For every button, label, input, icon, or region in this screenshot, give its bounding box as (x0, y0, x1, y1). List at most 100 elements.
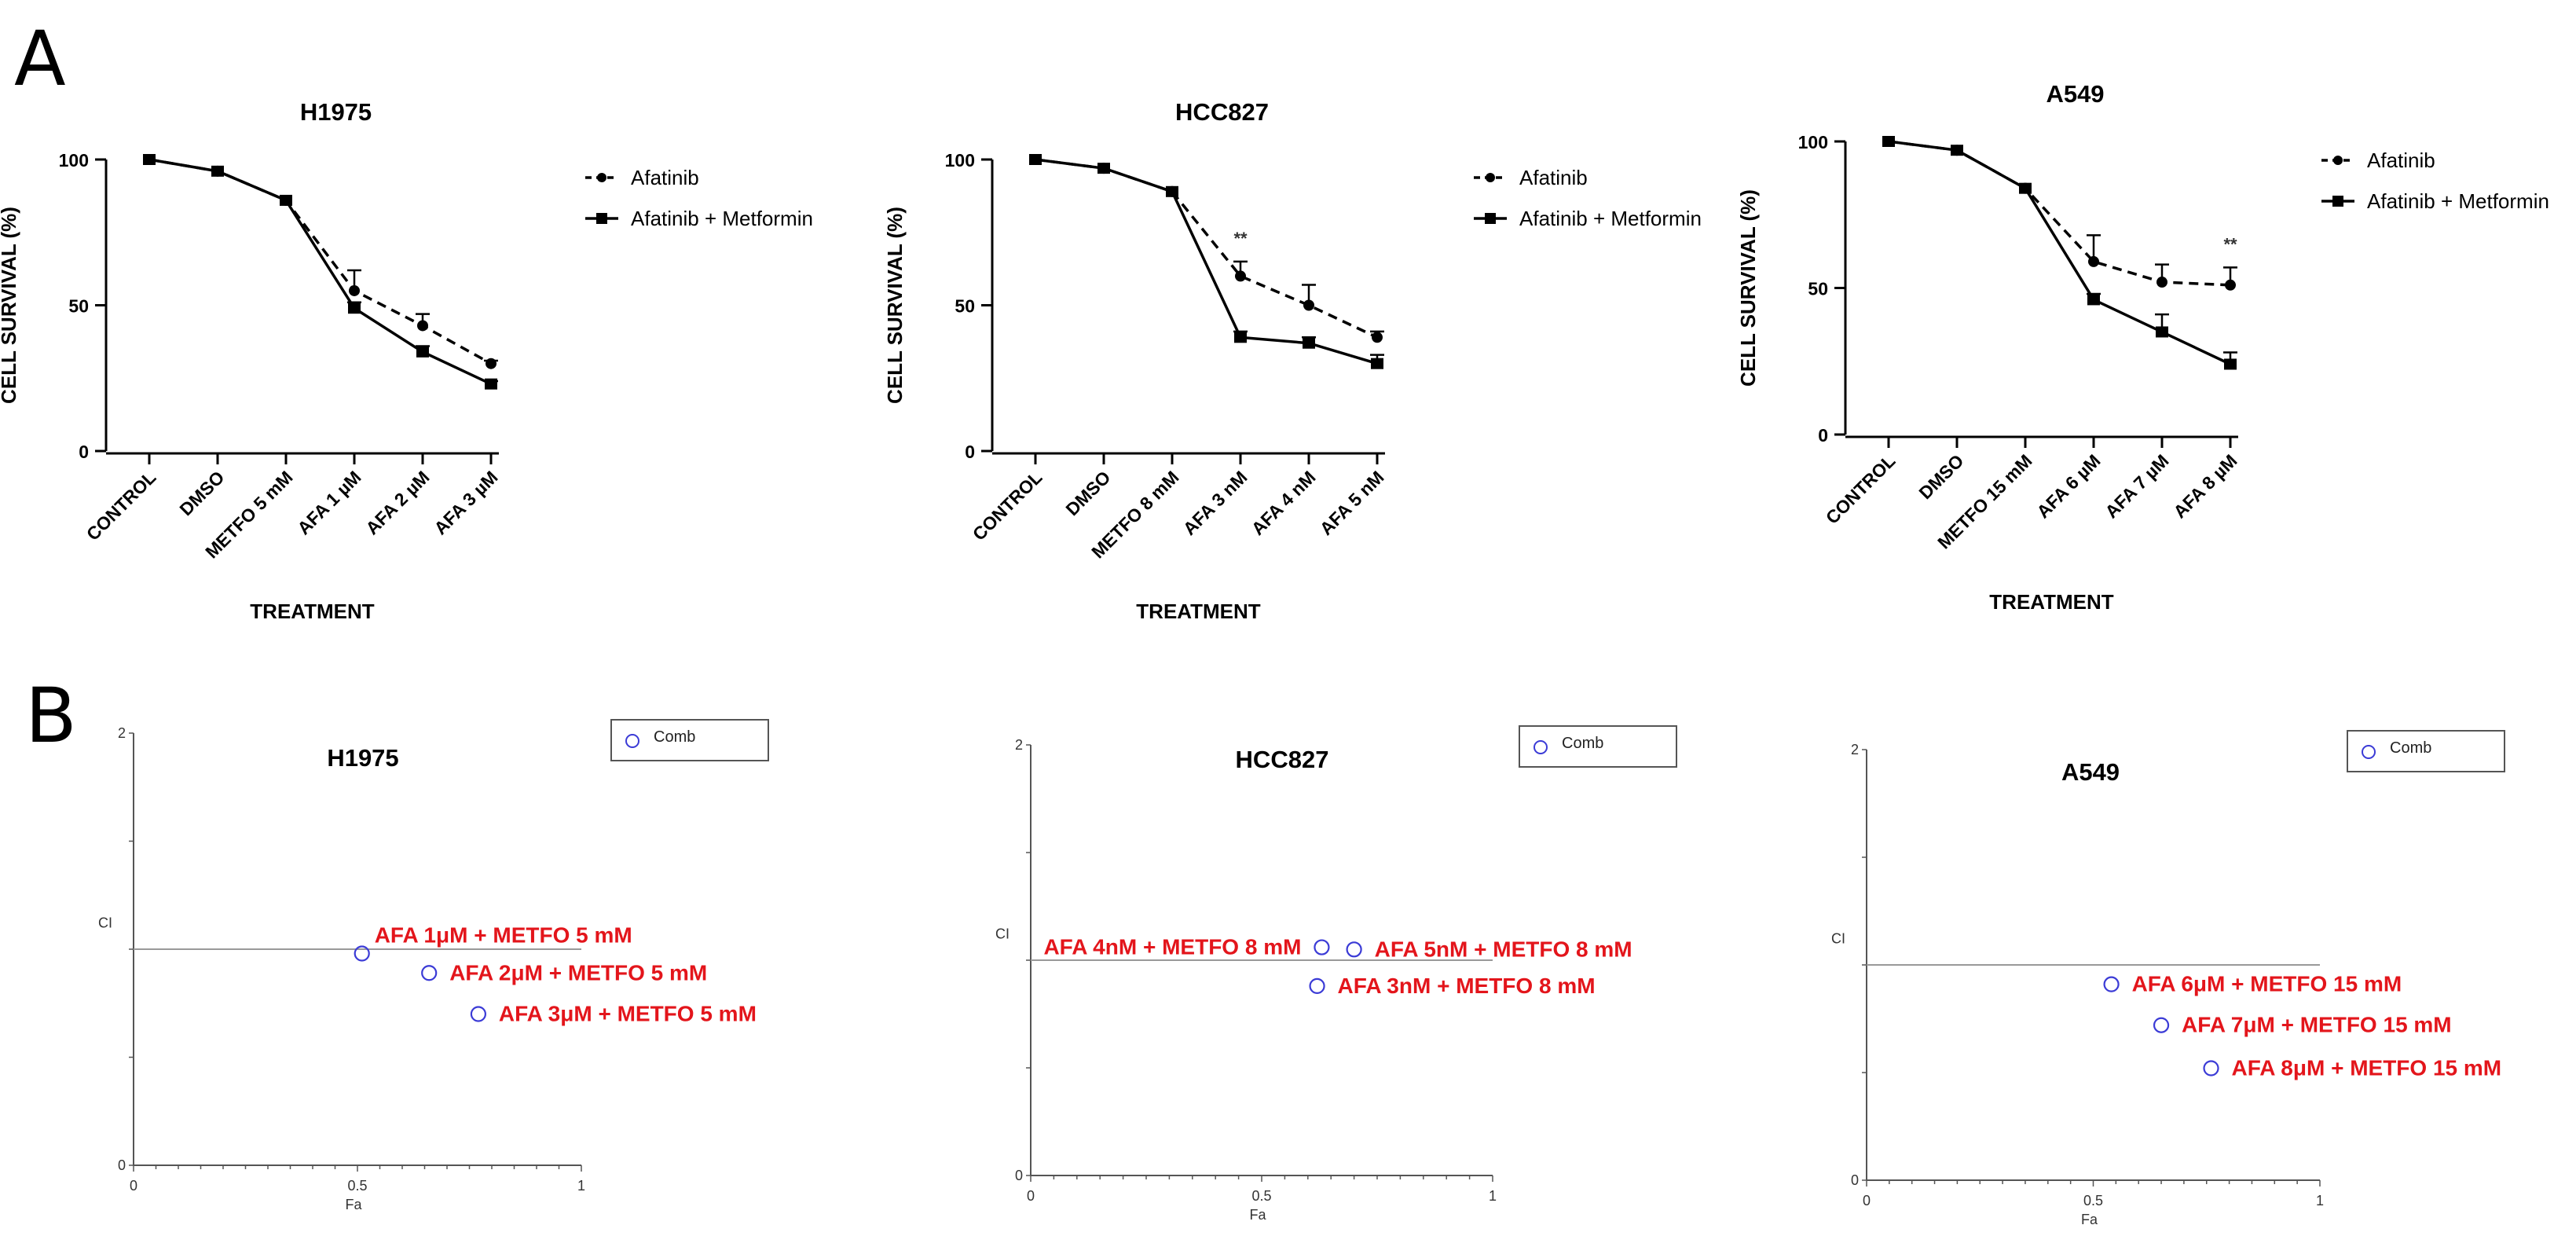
y-tick-label: 100 (945, 150, 975, 171)
x-tick-label: DMSO (1061, 467, 1114, 519)
y-tick-label: 0 (965, 442, 975, 462)
data-point-square (416, 346, 429, 358)
x-tick-label: CONTROL (969, 467, 1046, 545)
data-point-square (1234, 332, 1247, 343)
legend-marker-square (596, 213, 607, 224)
x-tick-label: AFA 2 µM (361, 467, 433, 538)
legend-box (2347, 730, 2505, 772)
x-tick-label: 1 (2316, 1193, 2324, 1208)
ci-data-point (354, 945, 370, 962)
chart-title: H1975 (327, 744, 398, 772)
y-tick-label: 0 (1818, 425, 1828, 446)
ci-data-point (1314, 939, 1330, 955)
data-point-square (143, 154, 156, 165)
legend-marker-circle (2333, 156, 2343, 165)
y-axis-label: CI (98, 915, 112, 931)
legend-marker-square (2332, 196, 2343, 207)
legend-entry: Afatinib + Metformin (1519, 207, 1702, 230)
x-tick-label: 1 (577, 1178, 585, 1194)
y-tick-label: 50 (68, 296, 89, 317)
legend-marker-circle (1486, 173, 1495, 182)
data-point-circle (2156, 277, 2167, 288)
ci-point-label: AFA 3μM + METFO 5 mM (499, 1002, 757, 1026)
x-tick-label: AFA 7 µM (2101, 450, 2172, 522)
x-axis-label: Fa (1249, 1207, 1266, 1223)
cell-survival-chart-2: HCC827 0 50 100 CELL SURVIVAL (%) CONTROL DMSO… (883, 98, 1702, 623)
legend-marker-circle (1534, 740, 1548, 754)
legend-entry: Afatinib (631, 166, 699, 189)
x-axis-label: Fa (345, 1197, 362, 1212)
combination-index-chart-3: A549 0 2 0 0.5 1 CI Fa AFA 6μM + METFO 15 mM AFA … (1831, 730, 2505, 1227)
panel-label-a: A (14, 15, 66, 103)
x-tick-label: 1 (1489, 1188, 1497, 1204)
ci-point-label: AFA 6μM + METFO 15 mM (2132, 972, 2402, 996)
x-tick-label: AFA 5 nM (1316, 467, 1388, 539)
legend-box (610, 719, 769, 761)
x-axis-label: Fa (2081, 1212, 2098, 1227)
x-tick-label: CONTROL (82, 467, 160, 545)
data-point-square (1951, 145, 1963, 156)
data-point-circle (1372, 332, 1383, 343)
legend-entry: Afatinib + Metformin (631, 207, 813, 230)
combination-index-chart-2: HCC827 0 2 0 0.5 1 CI Fa AFA 4nM + METFO 8 mM AFA… (995, 725, 1677, 1223)
y-axis-label: CELL SURVIVAL (%) (883, 207, 907, 404)
chart-title: HCC827 (1236, 746, 1329, 773)
data-point-circle (1303, 299, 1314, 311)
x-axis-label: TREATMENT (250, 600, 375, 623)
data-point-square (485, 378, 497, 390)
y-tick-label: 2 (1015, 737, 1023, 753)
legend-entry: Comb (2390, 739, 2431, 757)
x-tick-label: 0 (1027, 1188, 1035, 1204)
ci-point-label: AFA 7μM + METFO 15 mM (2182, 1013, 2452, 1037)
x-tick-label: 0.5 (1251, 1188, 1271, 1204)
series-line-1 (1888, 140, 2231, 287)
legend-marker-circle (625, 734, 639, 748)
chart-title: A549 (2046, 80, 2104, 108)
data-point-circle (417, 320, 428, 332)
y-tick-label: 0 (118, 1157, 126, 1173)
y-axis-label: CI (1831, 931, 1845, 947)
ci-data-point (470, 1006, 487, 1022)
ci-data-point (2203, 1060, 2219, 1076)
data-point-square (2019, 182, 2032, 194)
data-point-square (1371, 358, 1383, 369)
data-point-circle (1235, 270, 1246, 282)
significance-label: ** (2223, 234, 2237, 254)
ci-data-point (1309, 977, 1325, 994)
x-tick-label: AFA 3 nM (1179, 467, 1251, 539)
x-tick-label: DMSO (175, 467, 228, 519)
x-tick-label: 0 (130, 1178, 137, 1194)
y-axis-label: CI (995, 926, 1010, 942)
data-point-square (1029, 154, 1042, 165)
series-line-2 (148, 158, 492, 386)
x-tick-label: 0.5 (2083, 1193, 2103, 1208)
ci-data-point (1346, 941, 1362, 958)
data-point-square (211, 165, 224, 177)
ci-point-label: AFA 1μM + METFO 5 mM (375, 923, 632, 948)
data-point-square (1166, 185, 1178, 197)
legend-marker-circle (597, 173, 606, 182)
y-tick-label: 0 (1851, 1172, 1859, 1188)
x-tick-label: 0.5 (347, 1178, 367, 1194)
data-point-circle (2225, 279, 2236, 291)
ci-point-label: AFA 8μM + METFO 15 mM (2232, 1056, 2502, 1080)
data-point-square (348, 303, 361, 314)
data-point-square (2156, 326, 2168, 338)
x-axis-label: TREATMENT (1136, 600, 1261, 623)
x-tick-label: AFA 3 µM (430, 467, 501, 538)
panel-label-b: B (25, 672, 77, 760)
y-tick-label: 0 (79, 442, 89, 462)
data-point-square (1097, 163, 1110, 174)
legend-marker-circle (2362, 745, 2376, 759)
data-point-square (2087, 294, 2100, 306)
series-line-1 (1035, 158, 1378, 339)
y-tick-label: 50 (1808, 279, 1828, 299)
y-tick-label: 2 (1851, 742, 1859, 757)
ci-data-point (2153, 1017, 2170, 1033)
series-line-2 (1888, 140, 2231, 366)
legend-entry: Afatinib + Metformin (2367, 189, 2549, 213)
chart-title: H1975 (300, 98, 372, 126)
